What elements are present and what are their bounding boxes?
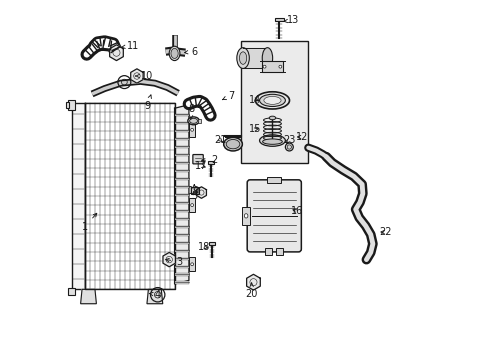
Ellipse shape: [244, 214, 247, 218]
Bar: [174, 249, 188, 252]
Bar: [174, 234, 188, 236]
Text: 7: 7: [222, 91, 234, 101]
Text: 15: 15: [248, 125, 261, 134]
Ellipse shape: [226, 139, 239, 149]
Text: 9: 9: [143, 95, 151, 111]
Ellipse shape: [264, 96, 281, 104]
Ellipse shape: [259, 94, 285, 107]
Ellipse shape: [262, 48, 272, 68]
Bar: [174, 194, 188, 196]
Text: 11: 11: [121, 41, 139, 51]
Polygon shape: [163, 252, 175, 267]
Bar: [174, 242, 188, 244]
Polygon shape: [243, 48, 267, 68]
Bar: [198, 119, 201, 123]
Bar: [66, 102, 69, 108]
Bar: [68, 288, 74, 296]
Polygon shape: [196, 187, 206, 198]
Bar: [265, 248, 272, 256]
Bar: [174, 257, 188, 260]
Text: 5: 5: [191, 185, 197, 201]
Ellipse shape: [285, 143, 293, 151]
Bar: [174, 186, 188, 188]
Bar: [174, 202, 188, 204]
Text: 2: 2: [201, 155, 217, 165]
Ellipse shape: [189, 118, 197, 123]
Text: 13: 13: [283, 15, 299, 26]
Polygon shape: [147, 289, 163, 304]
Bar: [174, 114, 188, 116]
Text: 17: 17: [195, 161, 207, 171]
Ellipse shape: [190, 263, 193, 266]
Polygon shape: [72, 103, 85, 289]
Text: 1: 1: [81, 213, 97, 231]
Bar: [242, 207, 249, 225]
Ellipse shape: [262, 139, 282, 144]
Text: 14: 14: [248, 95, 261, 105]
Ellipse shape: [263, 65, 265, 68]
Bar: [276, 248, 283, 256]
Bar: [207, 161, 214, 164]
Bar: [174, 170, 188, 172]
FancyBboxPatch shape: [192, 154, 203, 164]
Bar: [261, 61, 283, 72]
Text: 19: 19: [188, 186, 200, 197]
Bar: [174, 146, 188, 148]
Bar: [188, 123, 195, 137]
Ellipse shape: [223, 137, 242, 151]
Ellipse shape: [171, 48, 178, 58]
FancyBboxPatch shape: [247, 180, 301, 252]
Text: 20: 20: [245, 283, 257, 299]
Ellipse shape: [255, 92, 289, 109]
Text: 12: 12: [295, 132, 307, 142]
Ellipse shape: [259, 135, 285, 146]
Text: 22: 22: [378, 227, 390, 237]
Text: 21: 21: [213, 135, 226, 145]
Bar: [174, 154, 188, 156]
Polygon shape: [174, 105, 188, 284]
Ellipse shape: [269, 116, 275, 120]
Bar: [174, 130, 188, 132]
Ellipse shape: [239, 52, 246, 64]
Bar: [174, 162, 188, 164]
Bar: [266, 177, 281, 183]
Bar: [188, 257, 195, 271]
Polygon shape: [81, 289, 96, 304]
Bar: [68, 100, 74, 110]
Text: 23: 23: [283, 135, 295, 145]
Polygon shape: [130, 69, 143, 83]
Bar: [174, 274, 188, 276]
Text: 6: 6: [184, 46, 197, 57]
Ellipse shape: [278, 65, 281, 68]
Text: 18: 18: [198, 242, 210, 252]
Bar: [174, 210, 188, 212]
Bar: [174, 177, 188, 180]
Ellipse shape: [190, 204, 193, 207]
Ellipse shape: [187, 117, 199, 125]
Bar: [174, 266, 188, 268]
Text: 4: 4: [149, 290, 161, 300]
Bar: [188, 198, 195, 212]
Text: 10: 10: [135, 71, 153, 81]
Bar: [174, 217, 188, 220]
Ellipse shape: [190, 129, 193, 131]
Text: 3: 3: [165, 257, 182, 267]
Ellipse shape: [169, 46, 180, 60]
Polygon shape: [246, 274, 260, 290]
Bar: [208, 242, 215, 245]
Bar: [174, 138, 188, 140]
Ellipse shape: [236, 48, 249, 68]
Bar: [174, 226, 188, 228]
Bar: [190, 187, 198, 194]
Polygon shape: [109, 45, 123, 60]
Bar: [174, 282, 188, 284]
Ellipse shape: [286, 145, 291, 149]
Text: 8: 8: [188, 104, 194, 120]
Bar: [241, 41, 308, 163]
Bar: [174, 122, 188, 124]
Bar: [274, 18, 283, 21]
Text: 16: 16: [291, 206, 303, 216]
